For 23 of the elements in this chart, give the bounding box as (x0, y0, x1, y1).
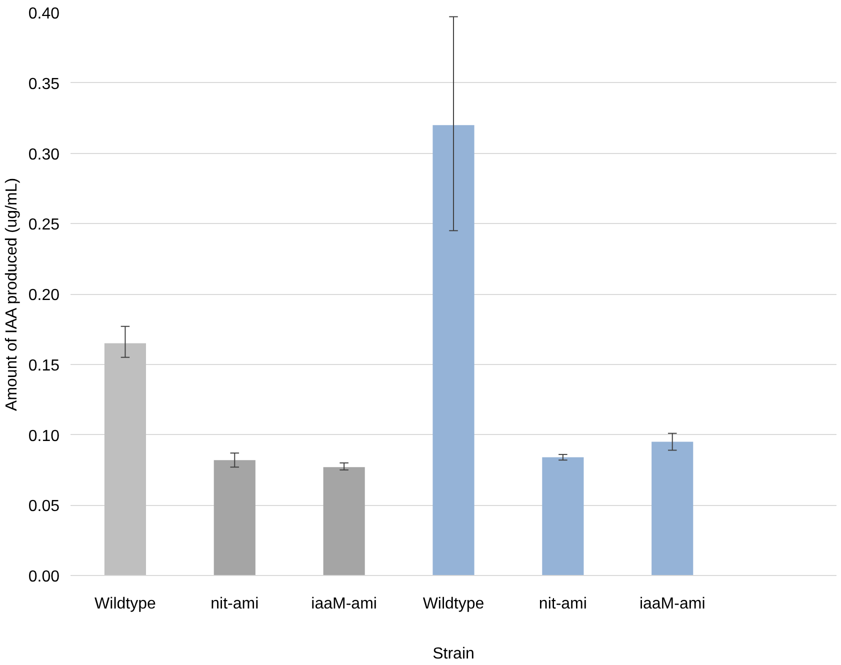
x-tick-label: nit-ami (538, 596, 587, 612)
bar (104, 343, 146, 576)
x-axis-title: Strain (432, 646, 474, 662)
y-tick-label: 0.00 (28, 568, 60, 586)
y-tick-label: 0.15 (28, 357, 60, 374)
y-tick-label: 0.40 (28, 6, 60, 22)
bar (542, 457, 584, 576)
y-tick-label: 0.25 (28, 216, 60, 234)
y-tick-label: 0.10 (28, 428, 60, 445)
y-tick-label: 0.05 (28, 498, 60, 516)
y-axis-title: Amount of IAA produced (ug/mL) (3, 178, 20, 411)
bar (652, 442, 694, 576)
x-tick-label: nit-ami (210, 596, 259, 612)
x-tick-label: iaaM-ami (311, 596, 377, 612)
bar (432, 125, 474, 576)
y-tick-label: 0.20 (28, 287, 60, 304)
x-tick-label: iaaM-ami (639, 596, 706, 612)
bar (323, 467, 365, 576)
x-tick-label: Wildtype (94, 596, 156, 612)
y-tick-label: 0.35 (28, 76, 60, 93)
x-tick-label: Wildtype (422, 596, 484, 612)
y-tick-label: 0.30 (28, 146, 60, 164)
bar (214, 460, 256, 576)
